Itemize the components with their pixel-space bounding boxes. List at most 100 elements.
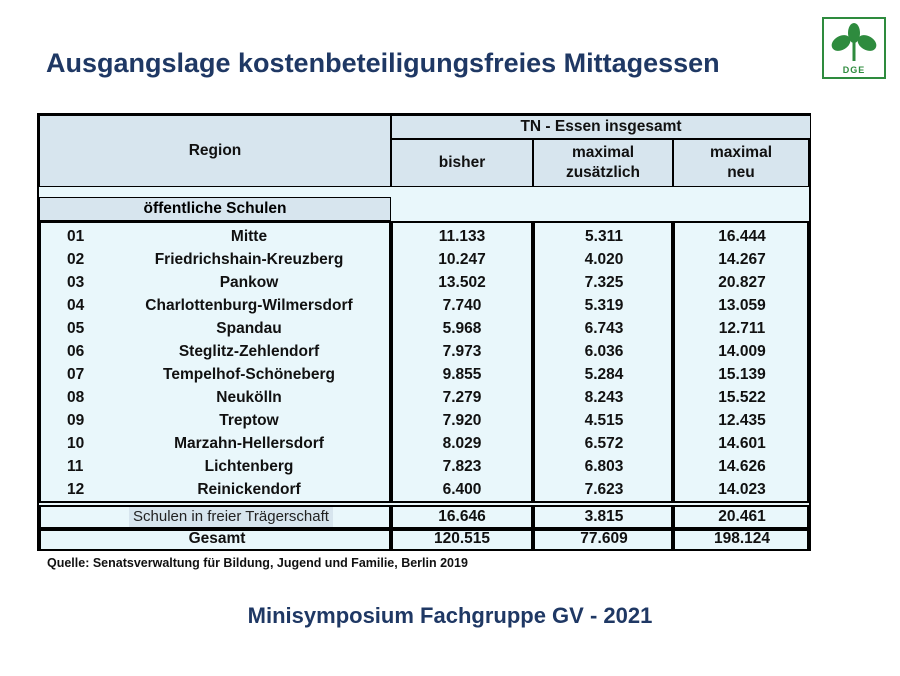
- row-neu: 12.435: [718, 412, 766, 429]
- page-title: Ausgangslage kostenbeteiligungsfreies Mi…: [46, 48, 720, 78]
- traeger-zus-box: [533, 505, 673, 529]
- traeger-zusaetzlich: 3.815: [584, 508, 624, 525]
- total-neu-box: [673, 529, 809, 551]
- row-number: 07: [67, 366, 85, 383]
- header-max-neu-line1: maximal: [709, 144, 773, 161]
- total-zusaetzlich: 77.609: [580, 530, 628, 547]
- row-zusaetzlich: 6.572: [584, 435, 624, 452]
- row-bisher: 7.973: [442, 343, 482, 360]
- row-zusaetzlich: 4.515: [584, 412, 624, 429]
- region-column-box: [39, 221, 391, 503]
- header-max-neu-line2: neu: [727, 164, 755, 181]
- row-region: Pankow: [219, 274, 279, 291]
- footer-title: Minisymposium Fachgruppe GV - 2021: [247, 603, 653, 628]
- row-number: 04: [67, 297, 85, 314]
- row-bisher: 7.740: [442, 297, 482, 314]
- row-zusaetzlich: 7.325: [584, 274, 624, 291]
- total-neu: 198.124: [713, 530, 771, 547]
- row-bisher: 10.247: [438, 251, 486, 268]
- row-region: Friedrichshain-Kreuzberg: [154, 251, 344, 268]
- row-bisher: 7.823: [442, 458, 482, 475]
- table-row: 11 Lichtenberg 7.823 6.803 14.626: [39, 456, 809, 479]
- row-number: 03: [67, 274, 85, 291]
- row-neu: 20.827: [718, 274, 766, 291]
- table-row: 02 Friedrichshain-Kreuzberg 10.247 4.020…: [39, 249, 809, 272]
- row-number: 02: [67, 251, 85, 268]
- row-zusaetzlich: 6.743: [584, 320, 624, 337]
- row-neu: 14.009: [718, 343, 766, 360]
- header-max-zusaetzlich: maximal zusätzlich: [533, 139, 673, 187]
- header-max-neu: maximal neu: [673, 139, 809, 187]
- row-region: Treptow: [219, 412, 279, 429]
- row-zusaetzlich: 4.020: [584, 251, 624, 268]
- row-bisher: 9.855: [442, 366, 482, 383]
- zusaetzlich-column-box: [533, 221, 673, 503]
- row-neu: 14.023: [718, 481, 766, 498]
- section-label: öffentliche Schulen: [39, 197, 391, 221]
- row-bisher: 8.029: [442, 435, 482, 452]
- table-row: 10 Marzahn-Hellersdorf 8.029 6.572 14.60…: [39, 433, 809, 456]
- total-region-box: [39, 529, 391, 551]
- row-neu: 13.059: [718, 297, 766, 314]
- row-zusaetzlich: 7.623: [584, 481, 624, 498]
- table-row: 08 Neukölln 7.279 8.243 15.522: [39, 387, 809, 410]
- table-row: 06 Steglitz-Zehlendorf 7.973 6.036 14.00…: [39, 341, 809, 364]
- row-zusaetzlich: 6.803: [584, 458, 624, 475]
- row-zusaetzlich: 5.319: [584, 297, 624, 314]
- row-number: 06: [67, 343, 85, 360]
- row-number: 05: [67, 320, 85, 337]
- row-region: Spandau: [216, 320, 282, 337]
- table-row: 09 Treptow 7.920 4.515 12.435: [39, 410, 809, 433]
- header-bisher: bisher: [391, 139, 533, 187]
- table-row: 05 Spandau 5.968 6.743 12.711: [39, 318, 809, 341]
- table-row: 07 Tempelhof-Schöneberg 9.855 5.284 15.1…: [39, 364, 809, 387]
- row-number: 11: [67, 458, 84, 475]
- total-zus-box: [533, 529, 673, 551]
- logo-text: DGE: [842, 65, 866, 75]
- row-number: 09: [67, 412, 85, 429]
- row-zusaetzlich: 6.036: [584, 343, 624, 360]
- neu-column-box: [673, 221, 809, 503]
- row-bisher: 5.968: [442, 320, 482, 337]
- row-region: Marzahn-Hellersdorf: [174, 435, 324, 452]
- data-table: Region TN - Essen insgesamt bisher maxim…: [37, 113, 811, 551]
- traeger-label: Schulen in freier Trägerschaft: [129, 507, 333, 527]
- header-max-zus-line1: maximal: [571, 144, 635, 161]
- row-bisher: 7.920: [442, 412, 482, 429]
- row-neu: 14.267: [718, 251, 766, 268]
- table-row: 12 Reinickendorf 6.400 7.623 14.023: [39, 479, 809, 502]
- traeger-bisher-box: [391, 505, 533, 529]
- row-number: 10: [67, 435, 85, 452]
- source-note: Quelle: Senatsverwaltung für Bildung, Ju…: [47, 556, 468, 570]
- dge-logo: DGE: [822, 17, 886, 79]
- traeger-row: 16.646 3.815 20.461: [39, 506, 809, 529]
- row-region: Neukölln: [216, 389, 282, 406]
- row-neu: 14.601: [718, 435, 766, 452]
- row-zusaetzlich: 5.284: [584, 366, 624, 383]
- row-neu: 15.139: [718, 366, 766, 383]
- table-row: 01 Mitte 11.133 5.311 16.444: [39, 226, 809, 249]
- row-bisher: 13.502: [438, 274, 486, 291]
- row-number: 01: [67, 228, 85, 245]
- row-bisher: 6.400: [442, 481, 482, 498]
- header-group: TN - Essen insgesamt: [391, 115, 811, 139]
- row-zusaetzlich: 8.243: [584, 389, 624, 406]
- total-bisher: 120.515: [433, 530, 491, 547]
- traeger-region-box: [39, 505, 391, 529]
- header-region: Region: [39, 115, 391, 187]
- row-neu: 15.522: [718, 389, 766, 406]
- row-zusaetzlich: 5.311: [585, 228, 623, 245]
- total-row: Gesamt 120.515 77.609 198.124: [39, 529, 809, 552]
- row-number: 12: [67, 481, 85, 498]
- row-region: Steglitz-Zehlendorf: [178, 343, 320, 360]
- dge-plant-icon: [831, 23, 877, 61]
- row-region: Reinickendorf: [197, 481, 301, 498]
- row-neu: 14.626: [718, 458, 766, 475]
- row-region: Charlottenburg-Wilmersdorf: [145, 297, 353, 314]
- row-bisher: 11.133: [438, 228, 486, 245]
- row-region: Tempelhof-Schöneberg: [163, 366, 335, 383]
- row-number: 08: [67, 389, 85, 406]
- bisher-column-box: [391, 221, 533, 503]
- table-row: 04 Charlottenburg-Wilmersdorf 7.740 5.31…: [39, 295, 809, 318]
- total-label: Gesamt: [188, 530, 246, 547]
